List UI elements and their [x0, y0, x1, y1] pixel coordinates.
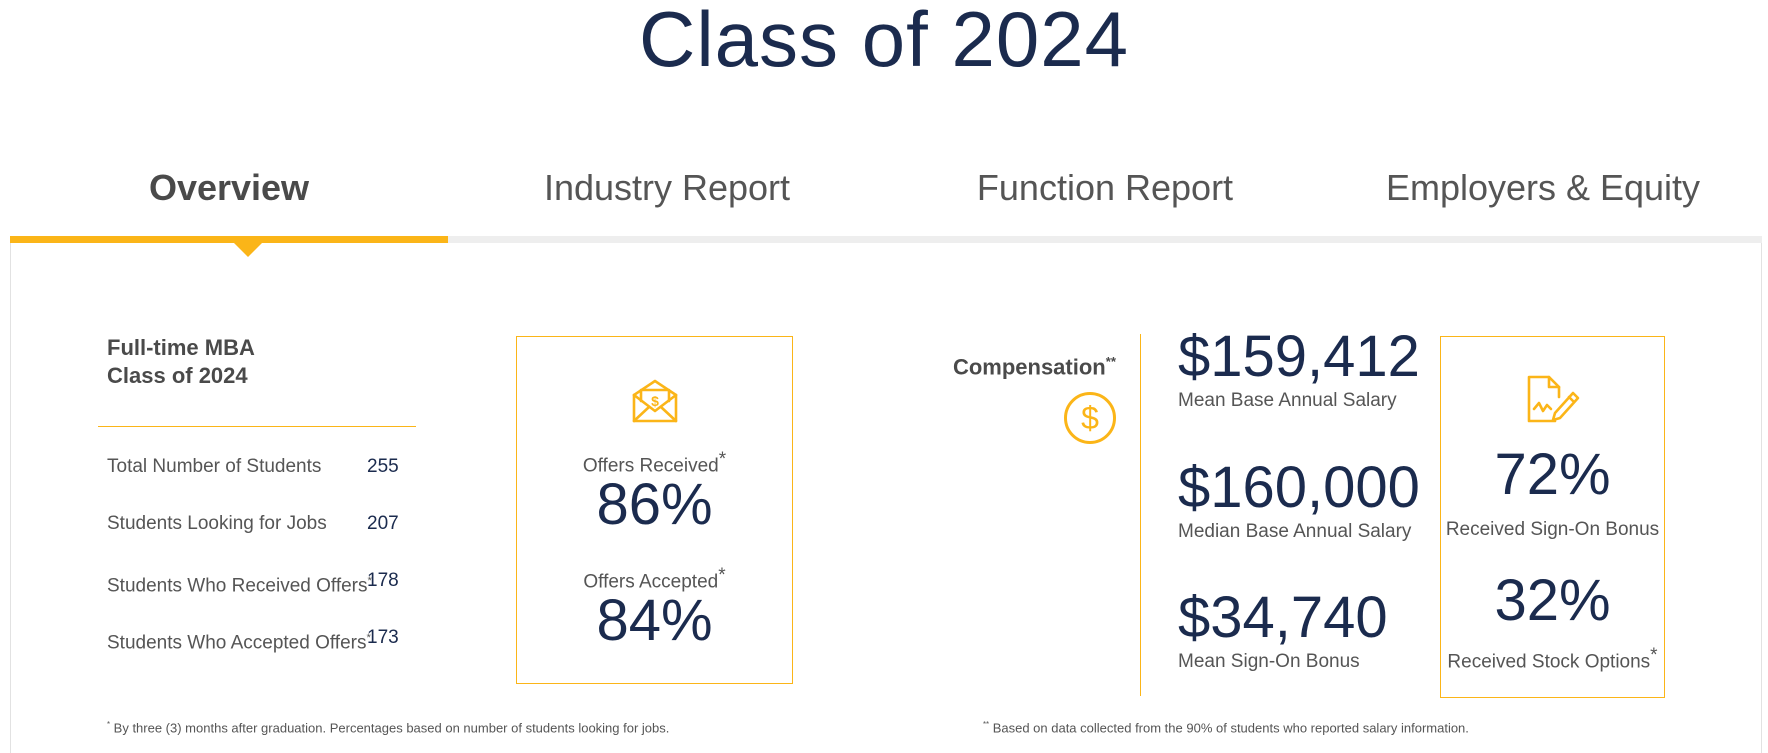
footnote-marker: * [718, 565, 726, 586]
stock-options-label: Received Stock Options* [1441, 645, 1664, 673]
offers-accepted-label-text: Offers Accepted [583, 571, 719, 593]
stat-row-total-students: Total Number of Students 255 [107, 452, 407, 482]
summary-title: Full-time MBA Class of 2024 [107, 334, 255, 390]
stat-row-received-offers: Students Who Received Offers* 178 [107, 566, 407, 596]
footnote-marker: * [107, 720, 111, 729]
tab-panel [10, 243, 1762, 753]
salary-label: Median Base Annual Salary [1178, 521, 1412, 542]
summary-title-line-1: Full-time MBA [107, 335, 255, 360]
salary-label: Mean Sign-On Bonus [1178, 651, 1360, 672]
offers-received-label: Offers Received* [517, 449, 792, 477]
stat-label: Students Who Received Offers* [107, 566, 372, 601]
stat-label: Students Who Accepted Offers* [107, 623, 371, 658]
mean-sign-on-bonus: $34,740 Mean Sign-On Bonus [1178, 587, 1438, 675]
tab-employers-equity[interactable]: Employers & Equity [1385, 167, 1701, 208]
stat-label: Students Looking for Jobs [107, 513, 327, 534]
footnote-text: Based on data collected from the 90% of … [989, 720, 1469, 736]
stat-value: 207 [367, 513, 399, 534]
stock-options-label-text: Received Stock Options [1447, 651, 1651, 673]
tab-bar: Overview Industry Report Function Report… [10, 158, 1762, 257]
footnote-marker: ** [983, 720, 990, 729]
signed-document-icon [1527, 375, 1580, 423]
active-tab-caret [234, 243, 262, 257]
compensation-title-text: Compensation [952, 354, 1106, 380]
svg-text:$: $ [651, 393, 659, 409]
summary-title-line-2: Class of 2024 [107, 363, 248, 388]
offers-received-value: 86% [596, 472, 713, 537]
footnote-marker: * [366, 632, 371, 644]
stat-value: 173 [367, 627, 399, 648]
footnote-marker: * [718, 449, 727, 470]
salary-value: $34,740 [1178, 585, 1388, 650]
stock-options-value: 32% [1494, 568, 1611, 633]
tab-function-report[interactable]: Function Report [976, 167, 1234, 208]
envelope-dollar-icon: $ [632, 379, 678, 423]
stat-value: 255 [367, 456, 399, 477]
stat-label-text: Students Who Received Offers [107, 575, 368, 597]
footnote-text: By three (3) months after graduation. Pe… [110, 720, 670, 736]
sign-on-bonus-label: Received Sign-On Bonus [1445, 519, 1660, 540]
compensation-title: Compensation** [900, 348, 1116, 381]
tab-overview[interactable]: Overview [148, 167, 310, 208]
footnote-marker: ** [1105, 354, 1116, 369]
mean-base-salary: $159,412 Mean Base Annual Salary [1178, 326, 1438, 414]
page-title: Class of 2024 [639, 0, 1129, 83]
salary-label: Mean Base Annual Salary [1178, 390, 1397, 411]
footnote-compensation: ** Based on data collected from the 90% … [983, 720, 1469, 735]
stat-label-text: Students Who Accepted Offers [107, 632, 367, 654]
offers-card: $ Offers Received* 86% Offers Accepted* … [516, 336, 793, 684]
footnote-marker: * [1650, 645, 1658, 666]
footnote-offers: * By three (3) months after graduation. … [107, 720, 669, 735]
bonus-card: 72% Received Sign-On Bonus 32% Received … [1440, 336, 1665, 698]
median-base-salary: $160,000 Median Base Annual Salary [1178, 457, 1438, 545]
sign-on-bonus-value: 72% [1494, 442, 1611, 507]
summary-divider [98, 426, 416, 427]
stat-value: 178 [367, 570, 399, 591]
stat-label: Total Number of Students [107, 456, 322, 477]
offers-accepted-label: Offers Accepted* [517, 565, 792, 593]
compensation-divider [1140, 334, 1141, 696]
tab-rail [10, 236, 1762, 243]
footnote-marker: * [367, 575, 372, 587]
offers-received-label-text: Offers Received [582, 455, 719, 477]
dollar-circle-icon: $ [1064, 392, 1116, 444]
salary-value: $159,412 [1178, 324, 1420, 389]
active-tab-indicator [10, 236, 448, 243]
svg-text:$: $ [1081, 400, 1099, 436]
salary-value: $160,000 [1178, 455, 1420, 520]
stat-row-looking-for-jobs: Students Looking for Jobs 207 [107, 509, 407, 539]
offers-accepted-value: 84% [596, 588, 713, 653]
stat-row-accepted-offers: Students Who Accepted Offers* 173 [107, 623, 407, 653]
tab-industry-report[interactable]: Industry Report [543, 167, 791, 208]
